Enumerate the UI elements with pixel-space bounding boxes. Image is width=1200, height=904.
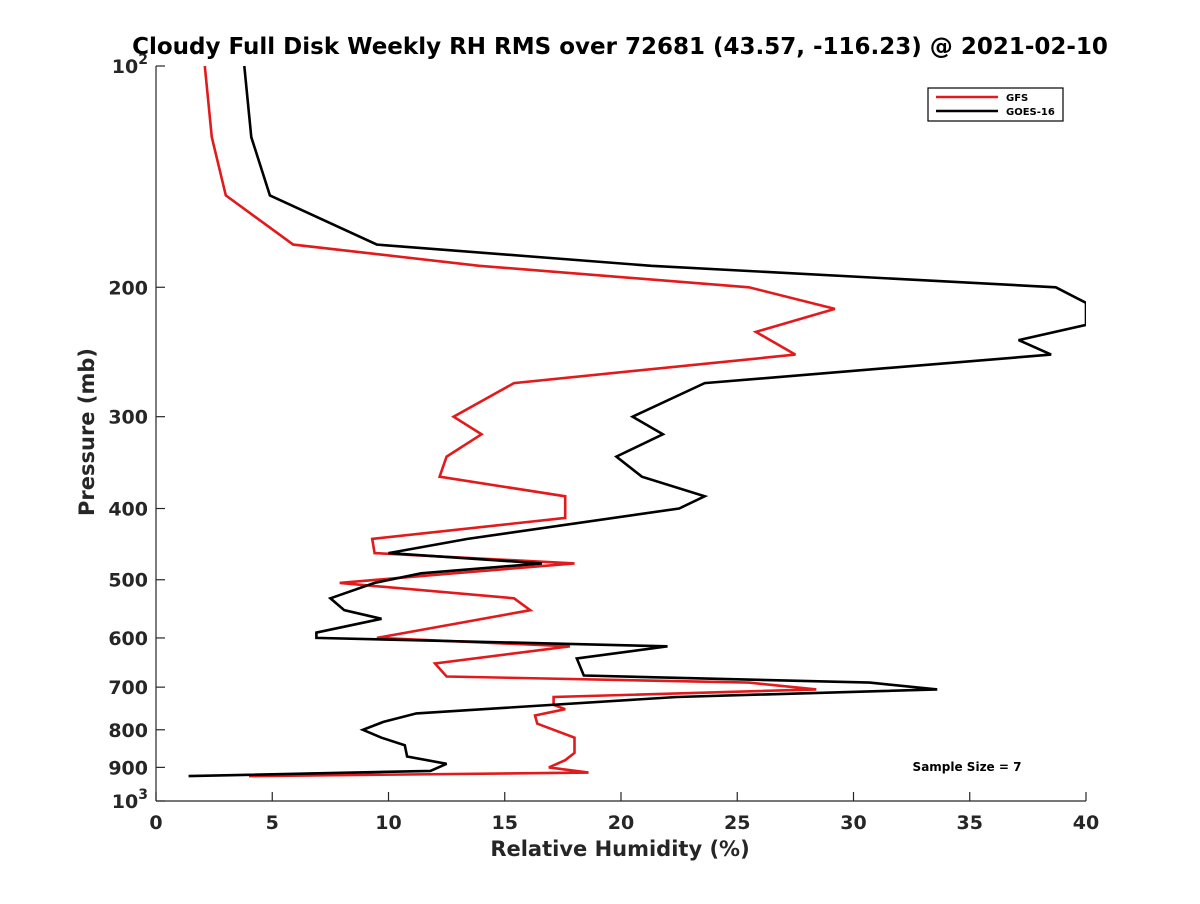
- x-tick-label: 15: [492, 812, 518, 834]
- series-line-goes-16: [188, 65, 1086, 778]
- legend-label: GFS: [1006, 93, 1028, 104]
- y-axis-label: Pressure (mb): [75, 348, 99, 516]
- y-tick-label: 800: [108, 720, 148, 742]
- y-tick-label: 600: [108, 628, 148, 650]
- chart-title: Cloudy Full Disk Weekly RH RMS over 7268…: [132, 34, 1108, 60]
- x-tick-label: 25: [724, 812, 750, 834]
- x-tick-label: 35: [957, 812, 983, 834]
- y-tick-label: 400: [108, 499, 148, 521]
- legend-label: GOES-16: [1006, 107, 1055, 118]
- x-tick-label: 10: [375, 812, 401, 834]
- x-axis-label: Relative Humidity (%): [490, 837, 749, 861]
- x-tick-label: 20: [608, 812, 634, 834]
- plot-series: [188, 65, 1086, 778]
- y-tick-label: 102: [112, 52, 148, 78]
- x-tick-label: 40: [1073, 812, 1099, 834]
- y-tick-label: 500: [108, 570, 148, 592]
- legend-box: [927, 87, 1064, 122]
- x-tick-label: 30: [840, 812, 866, 834]
- y-tick-label: 900: [108, 757, 148, 779]
- y-tick-label: 300: [108, 407, 148, 429]
- x-tick-label: 5: [266, 812, 279, 834]
- x-tick-label: 0: [149, 812, 162, 834]
- y-tick-label: 103: [112, 787, 148, 813]
- plot-axes: 0 5 10 15 20 25 30 35 40 102 200 300 400 500 600 700 800…: [108, 52, 1099, 834]
- legend: GFS GOES-16: [927, 87, 1064, 122]
- y-tick-label: 200: [108, 277, 148, 299]
- y-tick-label: 700: [108, 677, 148, 699]
- sample-size-annotation: Sample Size = 7: [913, 760, 1022, 774]
